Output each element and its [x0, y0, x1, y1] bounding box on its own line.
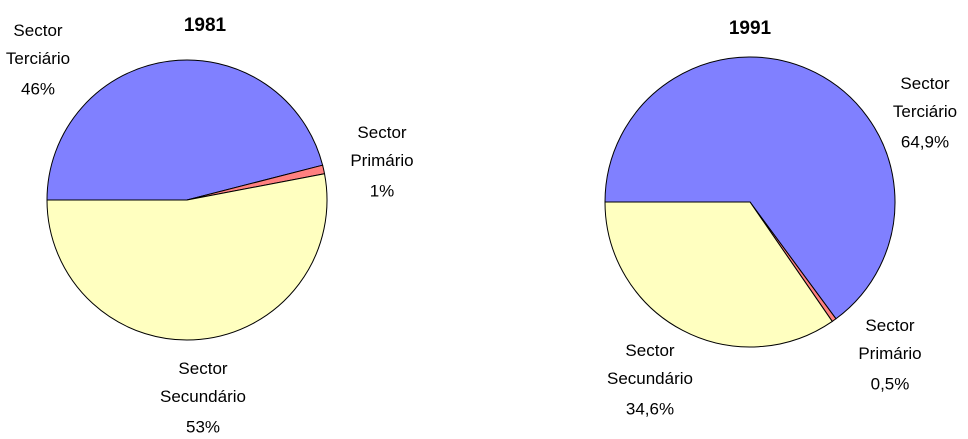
- slice-label: Sector Secundário: [160, 359, 246, 406]
- value-label: 1%: [370, 181, 395, 200]
- pie-slice: [46, 59, 324, 201]
- label-line: Sector: [178, 359, 227, 378]
- slice-label: Sector Primário: [858, 316, 921, 363]
- pie-slice: [604, 56, 896, 320]
- value-label: 46%: [21, 79, 55, 98]
- label-line: Secundário: [607, 369, 693, 388]
- value-label: 53%: [186, 417, 220, 436]
- slice-label: Sector Terciário: [6, 21, 70, 68]
- value-label: 34,6%: [626, 399, 674, 418]
- value-label: 64,9%: [901, 132, 949, 151]
- slice-label: Sector Primário: [350, 123, 413, 170]
- label-line: Terciário: [893, 102, 957, 121]
- label-line: Sector: [865, 316, 914, 335]
- value-label: 0,5%: [871, 374, 910, 393]
- label-line: Terciário: [6, 49, 70, 68]
- chart-title: 1991: [729, 18, 772, 39]
- label-line: Sector: [900, 74, 949, 93]
- slice-label: Sector Terciário: [893, 74, 957, 121]
- slice-label: Sector Secundário: [607, 341, 693, 388]
- label-line: Sector: [625, 341, 674, 360]
- label-line: Sector: [357, 123, 406, 142]
- chart-title: 1981: [184, 15, 227, 36]
- pie-slice: [604, 201, 833, 348]
- pie-slice: [46, 173, 328, 341]
- label-line: Primário: [350, 151, 413, 170]
- label-line: Sector: [13, 21, 62, 40]
- label-line: Secundário: [160, 387, 246, 406]
- label-line: Primário: [858, 344, 921, 363]
